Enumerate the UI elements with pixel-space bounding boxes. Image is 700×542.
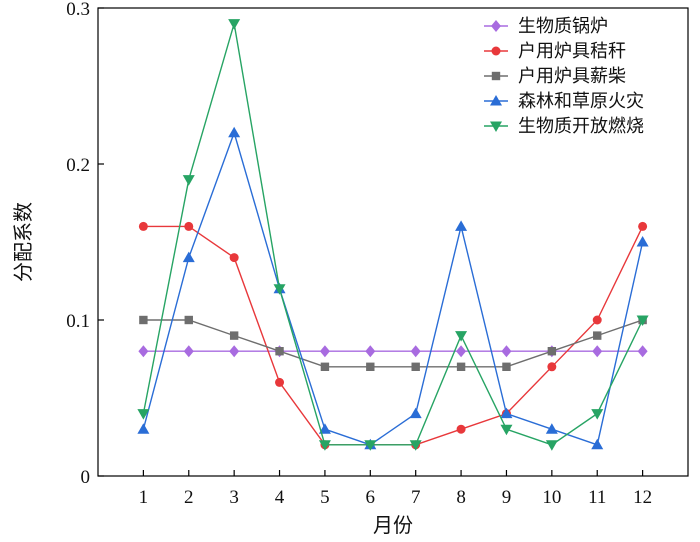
data-point bbox=[182, 251, 195, 263]
data-point bbox=[366, 362, 375, 371]
data-point bbox=[456, 362, 466, 371]
data-point bbox=[184, 315, 193, 325]
legend-item: 森林和草原火灾 bbox=[484, 91, 644, 112]
data-point bbox=[319, 345, 330, 358]
y-tick-label: 0.3 bbox=[66, 0, 90, 20]
data-point bbox=[318, 440, 331, 451]
x-tick-label: 4 bbox=[275, 487, 285, 508]
series-line bbox=[142, 23, 644, 446]
series-line bbox=[143, 319, 643, 368]
series-line bbox=[143, 225, 644, 446]
data-point bbox=[138, 221, 148, 231]
data-point bbox=[638, 221, 648, 231]
x-tick-label: 9 bbox=[502, 487, 512, 508]
data-point bbox=[275, 347, 284, 356]
series-line bbox=[142, 130, 644, 446]
legend-marker bbox=[491, 20, 501, 32]
data-point bbox=[229, 345, 240, 358]
legend-item: 生物质开放燃烧 bbox=[484, 116, 644, 137]
x-tick-label: 1 bbox=[139, 487, 149, 508]
series-5 bbox=[137, 19, 649, 451]
data-point bbox=[409, 407, 422, 419]
legend-label: 户用炉具薪柴 bbox=[518, 66, 626, 87]
series-2 bbox=[138, 221, 648, 450]
data-point bbox=[410, 345, 421, 358]
data-point bbox=[502, 362, 511, 371]
data-point bbox=[547, 362, 557, 372]
legend-item: 户用炉具秸秆 bbox=[484, 41, 626, 62]
x-tick-label: 11 bbox=[588, 487, 606, 508]
x-axis-title: 月份 bbox=[373, 513, 413, 537]
x-tick-label: 8 bbox=[456, 487, 466, 508]
data-point bbox=[318, 423, 331, 434]
data-point bbox=[320, 362, 330, 371]
legend-label: 生物质锅炉 bbox=[518, 16, 608, 37]
data-point bbox=[409, 440, 422, 451]
legend-marker bbox=[490, 95, 502, 106]
legend-marker bbox=[491, 71, 501, 81]
data-point bbox=[364, 440, 377, 451]
x-tick-label: 2 bbox=[184, 487, 194, 508]
data-point bbox=[637, 345, 648, 358]
series-group bbox=[137, 19, 649, 451]
x-tick-label: 7 bbox=[411, 487, 421, 508]
data-point bbox=[456, 345, 467, 358]
data-point bbox=[636, 236, 649, 247]
series-4 bbox=[137, 126, 649, 450]
data-point bbox=[275, 377, 285, 387]
x-tick-label: 10 bbox=[542, 487, 561, 508]
series-3 bbox=[139, 315, 647, 371]
x-tick-label: 6 bbox=[366, 487, 376, 508]
data-point bbox=[365, 345, 376, 358]
data-point bbox=[547, 347, 557, 356]
data-point bbox=[183, 345, 194, 358]
data-point bbox=[501, 345, 512, 358]
data-point bbox=[592, 315, 602, 325]
legend-label: 生物质开放燃烧 bbox=[518, 116, 644, 137]
x-tick-label: 3 bbox=[229, 487, 239, 508]
data-point bbox=[182, 175, 195, 186]
data-point bbox=[228, 126, 241, 138]
data-point bbox=[184, 221, 194, 231]
data-point bbox=[455, 331, 468, 342]
data-point bbox=[636, 315, 649, 326]
data-point bbox=[500, 424, 513, 436]
data-point bbox=[545, 423, 558, 434]
data-point bbox=[456, 424, 466, 434]
data-point bbox=[593, 331, 602, 340]
data-point bbox=[273, 284, 286, 295]
legend-label: 户用炉具秸秆 bbox=[518, 41, 626, 62]
data-point bbox=[137, 409, 150, 420]
x-tick-label: 5 bbox=[320, 487, 330, 508]
data-point bbox=[500, 407, 513, 419]
data-point bbox=[229, 331, 239, 340]
y-tick-label: 0.2 bbox=[66, 155, 90, 176]
legend-label: 森林和草原火灾 bbox=[518, 91, 644, 112]
data-point bbox=[229, 253, 239, 263]
legend-item: 生物质锅炉 bbox=[484, 16, 608, 37]
data-point bbox=[455, 220, 468, 231]
y-tick-label: 0 bbox=[81, 467, 91, 488]
data-point bbox=[137, 423, 150, 434]
legend-item: 户用炉具薪柴 bbox=[484, 66, 626, 87]
data-point bbox=[228, 19, 241, 30]
data-point bbox=[591, 438, 604, 450]
data-point bbox=[411, 362, 420, 371]
legend-marker bbox=[490, 121, 502, 132]
data-point bbox=[138, 345, 149, 358]
y-tick-label: 0.1 bbox=[66, 311, 90, 332]
data-point bbox=[592, 345, 603, 358]
data-point bbox=[139, 315, 148, 325]
data-point bbox=[591, 409, 604, 420]
data-point bbox=[545, 440, 558, 451]
y-axis-title: 分配系数 bbox=[11, 202, 35, 282]
x-tick-label: 12 bbox=[633, 487, 652, 508]
legend-marker bbox=[491, 46, 501, 56]
plot-frame bbox=[97, 7, 689, 477]
